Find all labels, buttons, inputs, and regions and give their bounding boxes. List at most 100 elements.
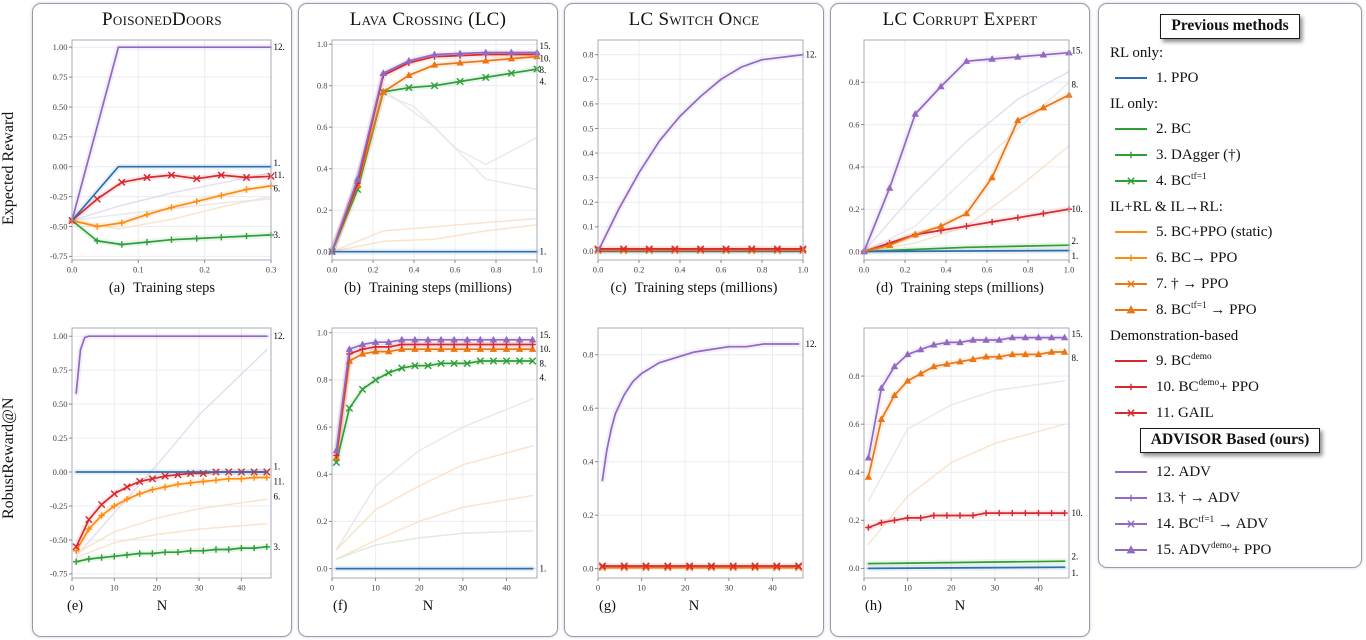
figure-column-poisoneddoors: PoisonedDoors 0.0 0.1 0.2 0.3 -0.75 -0.50 -0.2… <box>32 3 292 637</box>
svg-text:0.50: 0.50 <box>53 399 68 409</box>
svg-text:20: 20 <box>152 583 161 593</box>
svg-text:0.4: 0.4 <box>583 457 594 467</box>
legend-swatch-none-icon <box>1115 77 1147 79</box>
svg-text:1.00: 1.00 <box>53 331 68 341</box>
svg-text:30: 30 <box>991 583 1000 593</box>
legend-item-11: 11. GAIL <box>1109 400 1351 426</box>
svg-text:0: 0 <box>596 583 600 593</box>
legend-item-13: 13. † → ADV <box>1109 485 1351 511</box>
svg-text:6.: 6. <box>274 492 281 502</box>
svg-text:0.4: 0.4 <box>583 148 594 158</box>
legend-item-12: 12. ADV <box>1109 459 1351 485</box>
svg-text:1.: 1. <box>540 564 547 574</box>
svg-text:8.: 8. <box>1072 353 1079 363</box>
legend-item-1: 1. PPO <box>1109 65 1351 91</box>
svg-text:0.7: 0.7 <box>583 74 594 84</box>
svg-text:8.: 8. <box>540 65 547 75</box>
svg-text:1.0: 1.0 <box>798 265 809 275</box>
svg-text:0.8: 0.8 <box>849 77 860 87</box>
caption-xlabel-f: N <box>422 598 434 614</box>
legend-subheader: IL only: <box>1110 96 1159 112</box>
panel-title-lava-crossing: Lava Crossing (LC) <box>349 9 507 30</box>
svg-text:15.: 15. <box>1072 329 1083 339</box>
legend-item-number: 6. <box>1156 249 1171 266</box>
svg-text:10: 10 <box>903 583 912 593</box>
svg-text:0.2: 0.2 <box>317 205 328 215</box>
svg-text:0.4: 0.4 <box>941 265 952 275</box>
svg-text:0.2: 0.2 <box>634 265 645 275</box>
svg-text:0.5: 0.5 <box>583 123 594 133</box>
svg-text:0.3: 0.3 <box>266 265 277 275</box>
svg-text:30: 30 <box>459 583 468 593</box>
chart-b: 0.0 0.2 0.4 0.6 0.8 1.0 0.0 0.2 0.4 0.6 0.8 1.0 4. 8.… <box>317 39 551 275</box>
svg-text:0.4: 0.4 <box>849 162 860 172</box>
svg-text:0.6: 0.6 <box>583 99 594 109</box>
legend-item-number: 9. <box>1156 352 1171 369</box>
legend-swatch-tri-icon <box>1115 305 1147 314</box>
svg-text:1.0: 1.0 <box>317 328 328 338</box>
legend-swatch-plus-icon <box>1115 383 1147 391</box>
svg-text:0.50: 0.50 <box>53 102 68 112</box>
caption-xlabel-a: Training steps <box>133 280 216 296</box>
caption-tag-g: (g) <box>599 598 616 614</box>
svg-text:11.: 11. <box>274 170 285 180</box>
caption-xlabel-b: Training steps (millions) <box>369 280 512 296</box>
svg-text:3.: 3. <box>274 542 281 552</box>
svg-text:-0.75: -0.75 <box>50 569 68 579</box>
svg-text:10: 10 <box>637 583 646 593</box>
panel-title-lc-corrupt-expert: LC Corrupt Expert <box>882 9 1038 30</box>
svg-text:0.4: 0.4 <box>849 467 860 477</box>
svg-text:1.: 1. <box>1072 568 1079 578</box>
legend-item-3: 3. DAgger (†) <box>1109 142 1351 168</box>
legend-item-number: 3. <box>1156 146 1171 163</box>
svg-text:0.8: 0.8 <box>583 50 594 60</box>
svg-text:0.75: 0.75 <box>53 72 68 82</box>
legend-item-label: ADVdemo+ PPO <box>1178 540 1272 558</box>
svg-text:1.: 1. <box>1072 251 1079 261</box>
svg-text:10.: 10. <box>540 54 551 64</box>
caption-xlabel-d: Training steps (millions) <box>901 280 1044 296</box>
svg-text:0.8: 0.8 <box>491 265 502 275</box>
figure-column-lava-crossing: Lava Crossing (LC) 0.0 0.2 0.4 0.6 0.8 1.0 0.0… <box>298 3 558 637</box>
legend-item-label: BCtf=1 → PPO <box>1171 300 1257 318</box>
legend-item-7: 7. † → PPO <box>1109 271 1351 297</box>
caption-tag-c: (c) <box>610 280 627 296</box>
svg-text:0.2: 0.2 <box>583 510 594 520</box>
caption-h: (h) N <box>831 596 1089 616</box>
svg-text:0.8: 0.8 <box>757 265 768 275</box>
svg-text:0.6: 0.6 <box>317 422 328 432</box>
legend-item-number: 4. <box>1156 172 1171 189</box>
legend-swatch-x-icon <box>1115 280 1147 288</box>
svg-text:-0.25: -0.25 <box>50 501 68 511</box>
figure-column-lc-switch-once: LC Switch Once 0.0 0.2 0.4 0.6 0.8 1.0 0.0 0.1 0… <box>564 3 824 637</box>
svg-text:0.3: 0.3 <box>583 173 594 183</box>
legend-item-label: DAgger (†) <box>1171 146 1241 163</box>
svg-text:1.0: 1.0 <box>1064 265 1075 275</box>
legend-swatch-plus-icon <box>1115 151 1147 159</box>
legend-item-number: 1. <box>1156 69 1171 86</box>
svg-text:0.6: 0.6 <box>849 419 860 429</box>
svg-text:2.: 2. <box>1072 236 1079 246</box>
legend-item-label: BC+PPO (static) <box>1171 223 1273 240</box>
legend-item-5: 5. BC+PPO (static) <box>1109 219 1351 245</box>
svg-text:6.: 6. <box>274 183 281 193</box>
svg-text:12.: 12. <box>806 50 817 60</box>
svg-text:10: 10 <box>110 583 119 593</box>
caption-d: (d) Training steps (millions) <box>831 278 1089 298</box>
legend-item-label: BCdemo+ PPO <box>1178 377 1259 395</box>
svg-text:0.00: 0.00 <box>53 467 68 477</box>
caption-g: (g) N <box>565 596 823 616</box>
svg-text:-0.50: -0.50 <box>50 221 68 231</box>
svg-text:4.: 4. <box>540 373 547 383</box>
caption-tag-h: (h) <box>865 598 882 614</box>
legend-item-9: 9. BCdemo <box>1109 348 1351 374</box>
legend-item-label: PPO <box>1171 69 1199 86</box>
svg-text:40: 40 <box>502 583 511 593</box>
legend-item-number: 7. <box>1156 275 1171 292</box>
legend-item-number: 5. <box>1156 223 1171 240</box>
svg-text:3.: 3. <box>274 230 281 240</box>
legend-item-label: BCtf=1 → ADV <box>1178 514 1269 532</box>
svg-text:0.2: 0.2 <box>849 204 860 214</box>
svg-text:20: 20 <box>947 583 956 593</box>
